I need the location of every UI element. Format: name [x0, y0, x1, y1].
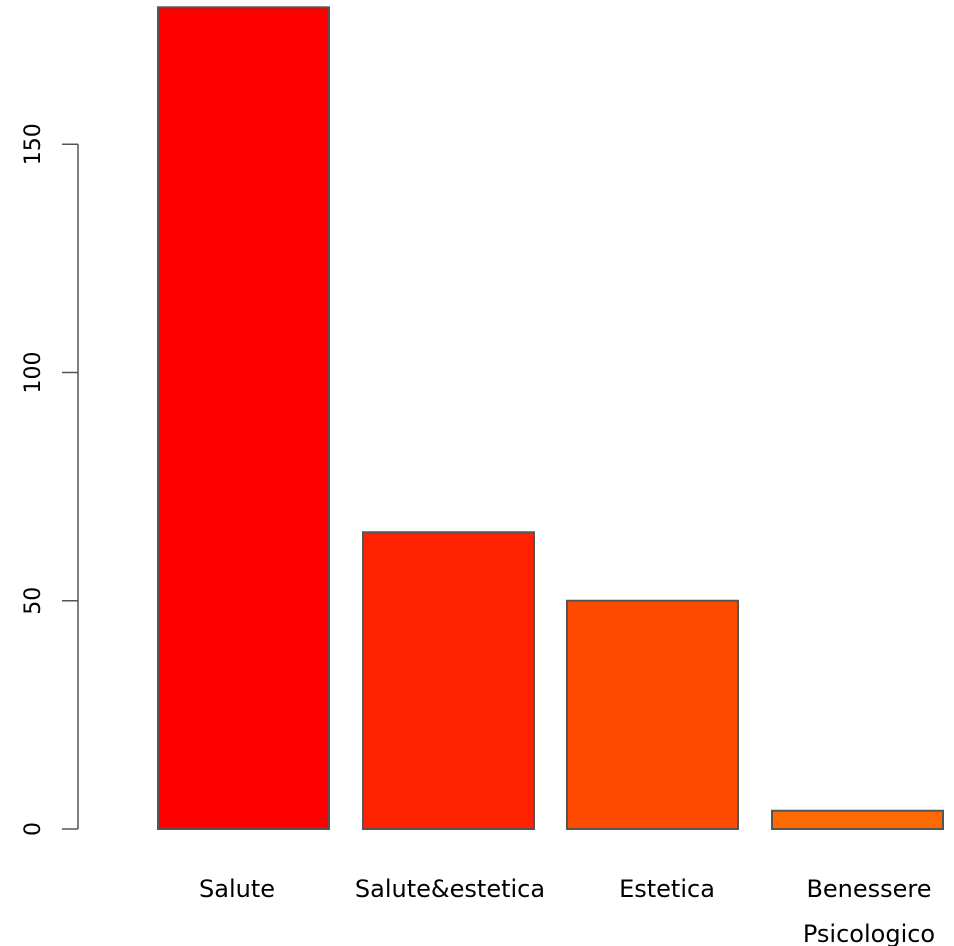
y-tick-label: 150 [21, 123, 46, 165]
x-category-label: Psicologico [803, 920, 935, 946]
y-axis: 0 50 100 150 [21, 123, 79, 836]
x-axis-labels: Salute Salute&estetica Estetica Benessere Ps… [199, 875, 935, 946]
x-category-label: Salute [199, 875, 275, 903]
bar [157, 6, 330, 831]
bars [157, 6, 944, 831]
bar [566, 599, 739, 830]
bar [771, 809, 944, 830]
bar [362, 531, 535, 831]
y-tick-label: 0 [21, 822, 46, 836]
y-tick-label: 100 [21, 352, 46, 394]
x-category-label: Benessere [806, 875, 931, 903]
x-category-label: Salute&estetica [355, 875, 545, 903]
y-tick-label: 50 [21, 587, 46, 615]
x-category-label: Estetica [619, 875, 715, 903]
